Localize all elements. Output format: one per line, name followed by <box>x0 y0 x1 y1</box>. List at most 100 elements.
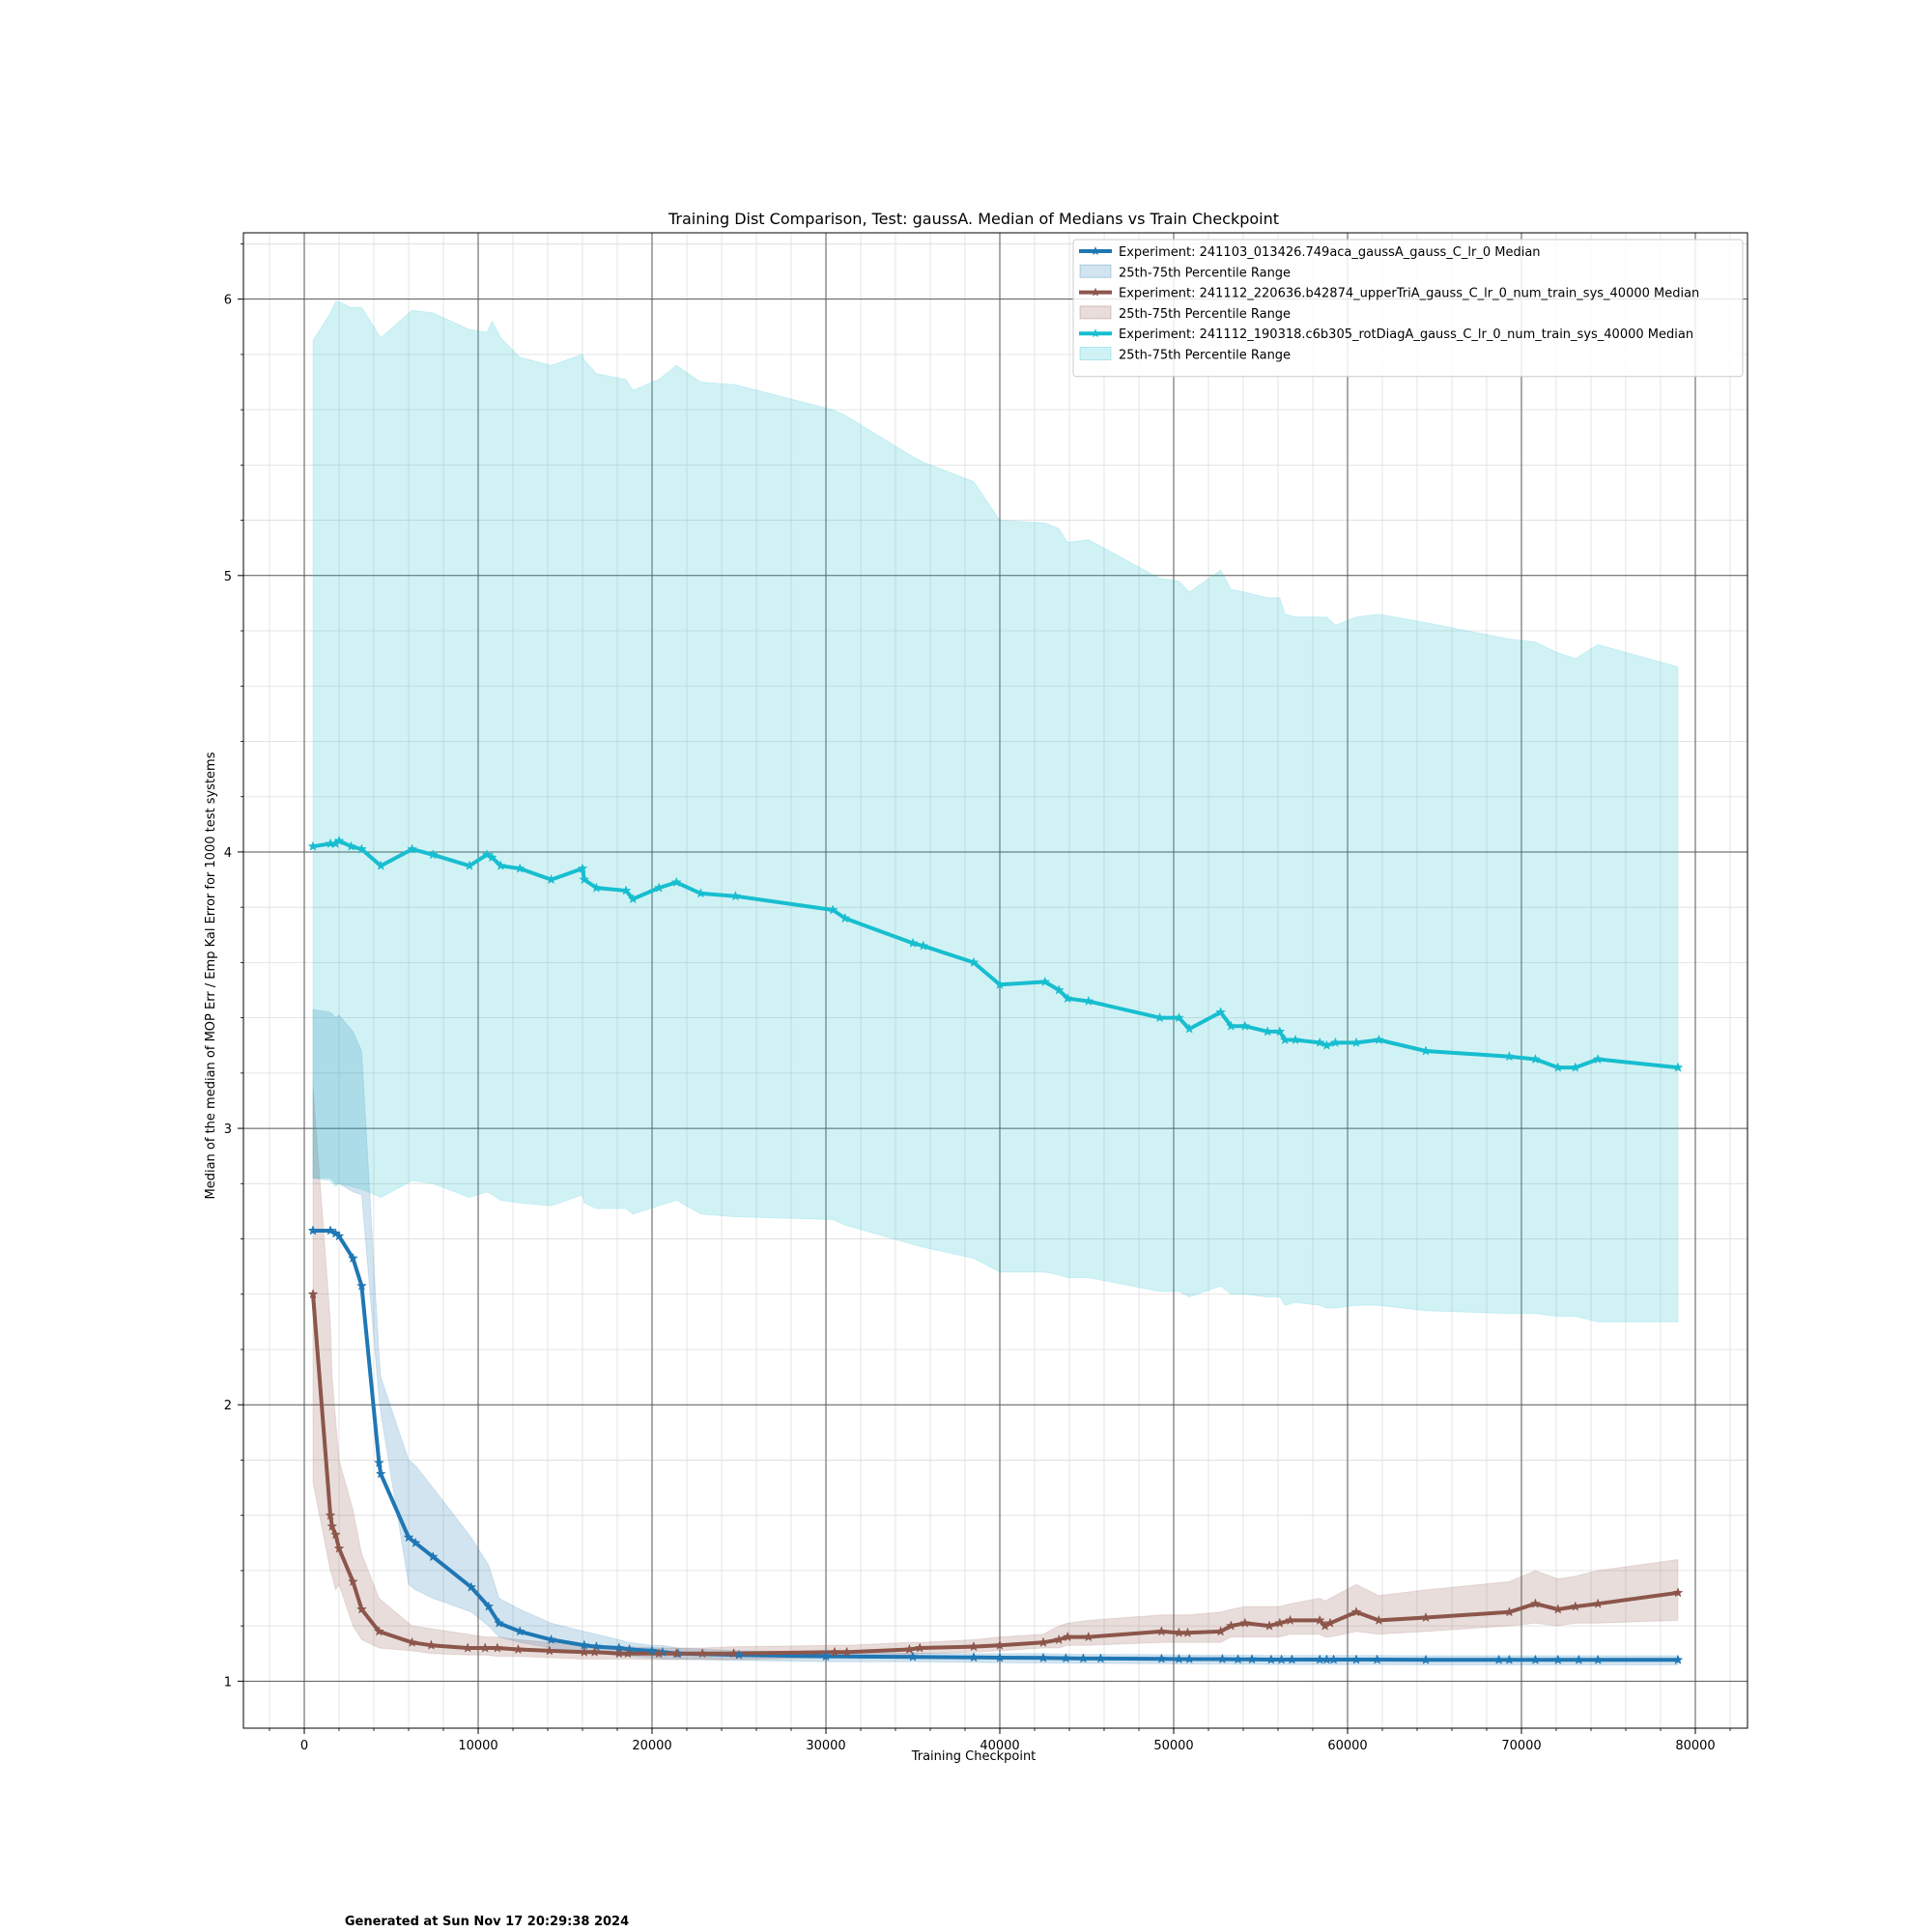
data-point-series-1 <box>1286 1654 1297 1664</box>
percentile-bands <box>312 301 1679 1665</box>
x-tick-label: 80000 <box>1675 1739 1715 1753</box>
data-point-series-3 <box>1173 1011 1184 1023</box>
data-point-series-1 <box>1155 1653 1167 1663</box>
data-point-series-1 <box>1183 1653 1195 1664</box>
data-point-series-2 <box>407 1636 418 1647</box>
data-point-series-1 <box>1529 1654 1541 1664</box>
data-point-series-2 <box>1053 1634 1065 1645</box>
data-point-series-3 <box>579 873 590 885</box>
data-point-series-3 <box>407 843 418 854</box>
data-point-series-3 <box>1290 1034 1301 1045</box>
data-point-series-2 <box>1324 1617 1336 1628</box>
data-point-series-3 <box>1154 1011 1166 1023</box>
data-point-series-3 <box>1062 992 1073 1004</box>
data-point-series-3 <box>620 885 632 895</box>
data-point-series-3 <box>495 860 506 870</box>
data-point-series-3 <box>653 882 665 893</box>
data-point-series-1 <box>1276 1654 1288 1664</box>
data-point-series-2 <box>1314 1614 1325 1626</box>
data-point-series-3 <box>968 956 980 968</box>
data-point-series-2 <box>1215 1626 1227 1636</box>
data-point-series-2 <box>1239 1617 1251 1628</box>
data-point-series-3 <box>1225 1020 1236 1031</box>
data-point-series-2 <box>373 1626 384 1636</box>
data-point-series-2 <box>613 1648 625 1659</box>
data-point-series-2 <box>1592 1598 1604 1608</box>
data-point-series-1 <box>1265 1654 1277 1664</box>
x-tick-label: 30000 <box>806 1739 845 1753</box>
legend-marker-swatch <box>1091 328 1100 338</box>
data-point-series-2 <box>653 1648 665 1659</box>
data-point-series-2 <box>462 1642 473 1653</box>
data-point-series-2 <box>903 1643 915 1655</box>
legend-label: 25th-75th Percentile Range <box>1119 266 1291 280</box>
data-point-series-2 <box>1225 1620 1236 1631</box>
data-point-series-1 <box>333 1230 345 1241</box>
data-point-series-3 <box>1329 1037 1341 1048</box>
y-axis-label: Median of the median of MOP Err / Emp Ka… <box>204 752 218 1199</box>
data-point-series-2 <box>1552 1604 1564 1614</box>
data-point-series-1 <box>546 1634 557 1645</box>
data-point-series-1 <box>1077 1653 1089 1663</box>
data-point-series-3 <box>839 912 851 923</box>
data-point-series-1 <box>646 1645 658 1656</box>
data-point-series-3 <box>1420 1045 1432 1056</box>
x-tick-label: 20000 <box>632 1739 671 1753</box>
data-point-series-2 <box>1155 1626 1167 1636</box>
data-point-series-3 <box>1552 1062 1564 1072</box>
data-point-series-3 <box>918 940 929 951</box>
legend-label: 25th-75th Percentile Range <box>1119 307 1291 322</box>
legend-label: Experiment: 241103_013426.749aca_gaussA_… <box>1119 245 1541 260</box>
data-point-series-2 <box>1274 1617 1286 1628</box>
x-tick-label: 50000 <box>1153 1739 1193 1753</box>
data-point-series-3 <box>1373 1034 1384 1045</box>
data-point-series-3 <box>1215 1007 1227 1017</box>
data-point-series-3 <box>907 937 919 948</box>
data-point-series-3 <box>1592 1053 1604 1065</box>
data-point-series-3 <box>627 893 639 904</box>
legend-label: Experiment: 241112_190318.c6b305_rotDiag… <box>1119 327 1693 342</box>
data-point-series-3 <box>577 863 588 873</box>
data-point-series-3 <box>1503 1050 1515 1062</box>
data-point-series-2 <box>589 1646 601 1657</box>
y-tick-label: 5 <box>224 570 232 584</box>
data-point-series-3 <box>1672 1062 1684 1072</box>
data-point-series-1 <box>1493 1654 1505 1664</box>
data-point-series-1 <box>1037 1652 1049 1662</box>
data-point-series-3 <box>670 876 682 888</box>
x-axis-label: Training Checkpoint <box>911 1749 1037 1764</box>
data-point-series-1 <box>1672 1654 1684 1664</box>
data-point-series-2 <box>325 1509 336 1520</box>
data-point-series-2 <box>1350 1606 1362 1617</box>
data-point-series-1 <box>307 1225 319 1236</box>
data-point-series-1 <box>1503 1654 1515 1664</box>
data-point-series-3 <box>590 882 602 893</box>
data-point-series-2 <box>347 1576 358 1586</box>
data-point-series-3 <box>994 979 1006 989</box>
legend-label: 25th-75th Percentile Range <box>1119 349 1291 363</box>
data-point-series-1 <box>820 1650 832 1662</box>
data-point-series-1 <box>1094 1653 1106 1663</box>
data-point-series-1 <box>968 1652 980 1662</box>
data-point-series-2 <box>622 1648 634 1659</box>
data-point-series-2 <box>1083 1631 1094 1642</box>
y-tick-label: 3 <box>224 1122 232 1137</box>
data-point-series-1 <box>325 1225 336 1236</box>
data-point-series-1 <box>1173 1653 1184 1664</box>
data-point-series-1 <box>1216 1653 1228 1664</box>
data-point-series-2 <box>355 1604 367 1614</box>
data-point-series-1 <box>375 1468 386 1479</box>
data-point-series-3 <box>827 904 838 915</box>
data-point-series-1 <box>1573 1654 1584 1664</box>
legend-marker-swatch <box>1091 246 1100 256</box>
data-point-series-3 <box>1262 1026 1273 1037</box>
data-point-series-2 <box>579 1646 590 1657</box>
percentile-band-series-3 <box>312 301 1679 1322</box>
data-point-series-2 <box>1570 1601 1581 1611</box>
data-point-series-3 <box>427 849 439 860</box>
data-point-series-2 <box>512 1643 524 1655</box>
data-point-series-3 <box>1274 1026 1286 1037</box>
data-point-series-2 <box>1420 1611 1432 1623</box>
data-point-series-1 <box>1372 1654 1383 1664</box>
x-tick-label: 10000 <box>458 1739 497 1753</box>
